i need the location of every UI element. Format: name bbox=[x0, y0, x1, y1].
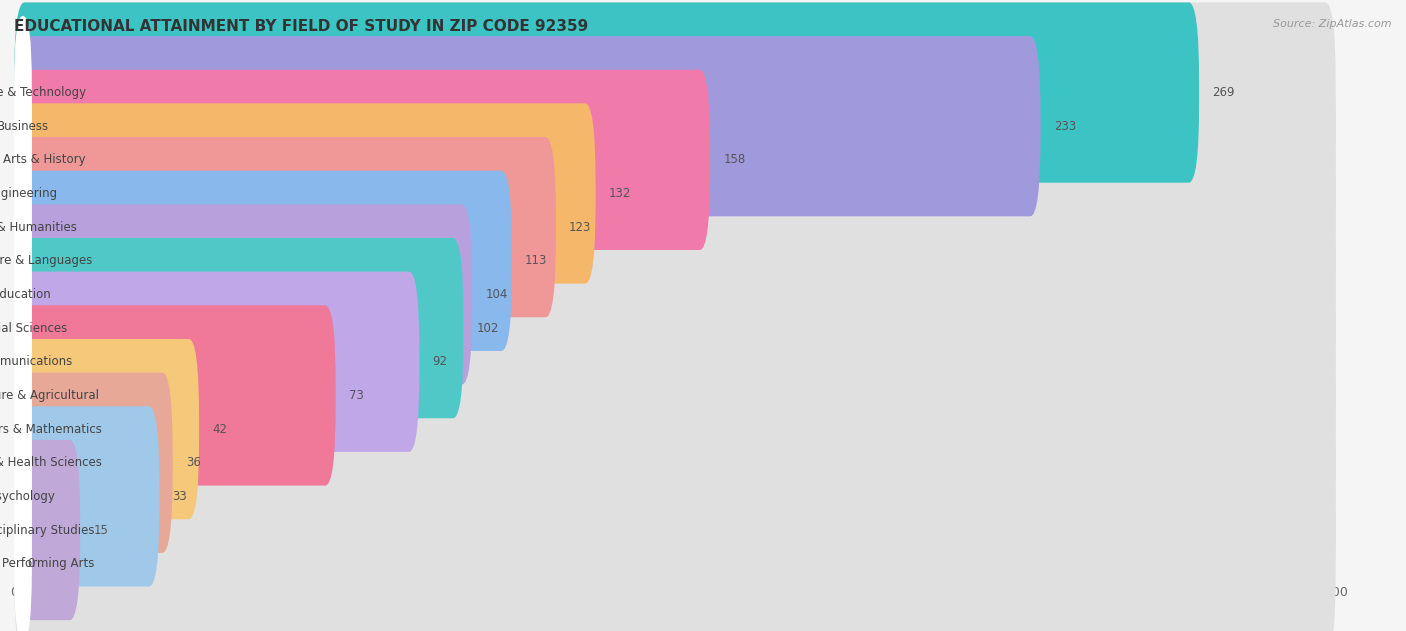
Bar bbox=[14, 278, 1336, 311]
FancyBboxPatch shape bbox=[14, 305, 1336, 485]
FancyBboxPatch shape bbox=[14, 3, 1336, 182]
FancyBboxPatch shape bbox=[14, 373, 1336, 553]
Text: Communications: Communications bbox=[0, 355, 72, 369]
FancyBboxPatch shape bbox=[14, 406, 1336, 586]
FancyBboxPatch shape bbox=[14, 117, 32, 270]
FancyBboxPatch shape bbox=[14, 137, 555, 317]
FancyBboxPatch shape bbox=[14, 171, 1336, 351]
FancyBboxPatch shape bbox=[14, 137, 1336, 317]
Bar bbox=[14, 143, 1336, 177]
Text: 92: 92 bbox=[433, 355, 447, 369]
FancyBboxPatch shape bbox=[14, 406, 159, 586]
Bar bbox=[14, 109, 1336, 143]
FancyBboxPatch shape bbox=[14, 305, 336, 485]
FancyBboxPatch shape bbox=[14, 252, 32, 404]
Bar bbox=[14, 177, 1336, 210]
Text: 33: 33 bbox=[173, 490, 187, 503]
Text: 132: 132 bbox=[609, 187, 631, 200]
Text: 233: 233 bbox=[1053, 120, 1076, 133]
Text: 123: 123 bbox=[569, 221, 592, 233]
FancyBboxPatch shape bbox=[14, 353, 32, 505]
FancyBboxPatch shape bbox=[14, 103, 1336, 283]
FancyBboxPatch shape bbox=[14, 151, 32, 304]
FancyBboxPatch shape bbox=[14, 83, 32, 237]
FancyBboxPatch shape bbox=[14, 285, 32, 439]
Text: 269: 269 bbox=[1212, 86, 1234, 99]
Bar bbox=[14, 345, 1336, 379]
Text: Physical & Health Sciences: Physical & Health Sciences bbox=[0, 456, 103, 469]
Bar bbox=[14, 412, 1336, 446]
FancyBboxPatch shape bbox=[14, 16, 32, 169]
FancyBboxPatch shape bbox=[14, 454, 32, 606]
Text: 158: 158 bbox=[723, 153, 745, 167]
FancyBboxPatch shape bbox=[14, 487, 32, 631]
Text: 102: 102 bbox=[477, 322, 499, 334]
FancyBboxPatch shape bbox=[14, 272, 1336, 452]
Text: Liberal Arts & History: Liberal Arts & History bbox=[0, 153, 86, 167]
Text: Computers & Mathematics: Computers & Mathematics bbox=[0, 423, 101, 435]
FancyBboxPatch shape bbox=[14, 50, 32, 203]
Text: 42: 42 bbox=[212, 423, 228, 435]
Text: Engineering: Engineering bbox=[0, 187, 58, 200]
Text: 73: 73 bbox=[349, 389, 364, 402]
Text: 36: 36 bbox=[186, 456, 201, 469]
Text: Education: Education bbox=[0, 288, 52, 301]
FancyBboxPatch shape bbox=[14, 238, 464, 418]
FancyBboxPatch shape bbox=[14, 440, 80, 620]
Text: 0: 0 bbox=[27, 557, 35, 570]
Text: Psychology: Psychology bbox=[0, 490, 55, 503]
Text: Literature & Languages: Literature & Languages bbox=[0, 254, 93, 268]
FancyBboxPatch shape bbox=[14, 319, 32, 472]
Bar bbox=[14, 244, 1336, 278]
FancyBboxPatch shape bbox=[14, 474, 1336, 631]
FancyBboxPatch shape bbox=[14, 238, 1336, 418]
Text: Multidisciplinary Studies: Multidisciplinary Studies bbox=[0, 524, 94, 536]
FancyBboxPatch shape bbox=[14, 36, 1336, 216]
Text: Arts & Humanities: Arts & Humanities bbox=[0, 221, 76, 233]
Text: 113: 113 bbox=[524, 254, 547, 268]
Text: Business: Business bbox=[0, 120, 49, 133]
Bar bbox=[14, 513, 1336, 547]
Text: 15: 15 bbox=[93, 524, 108, 536]
FancyBboxPatch shape bbox=[14, 386, 32, 540]
Bar bbox=[14, 480, 1336, 513]
FancyBboxPatch shape bbox=[14, 204, 1336, 384]
Text: Bio, Nature & Agricultural: Bio, Nature & Agricultural bbox=[0, 389, 98, 402]
Text: Science & Technology: Science & Technology bbox=[0, 86, 87, 99]
Bar bbox=[14, 446, 1336, 480]
FancyBboxPatch shape bbox=[14, 339, 1336, 519]
Bar bbox=[14, 210, 1336, 244]
Text: Social Sciences: Social Sciences bbox=[0, 322, 67, 334]
Bar bbox=[14, 379, 1336, 412]
FancyBboxPatch shape bbox=[14, 103, 596, 283]
Bar bbox=[14, 76, 1336, 109]
FancyBboxPatch shape bbox=[14, 171, 512, 351]
Bar bbox=[14, 311, 1336, 345]
FancyBboxPatch shape bbox=[14, 272, 419, 452]
Bar bbox=[14, 547, 1336, 581]
FancyBboxPatch shape bbox=[14, 373, 173, 553]
FancyBboxPatch shape bbox=[14, 420, 32, 573]
FancyBboxPatch shape bbox=[14, 70, 710, 250]
Text: EDUCATIONAL ATTAINMENT BY FIELD OF STUDY IN ZIP CODE 92359: EDUCATIONAL ATTAINMENT BY FIELD OF STUDY… bbox=[14, 19, 588, 34]
Text: Visual & Performing Arts: Visual & Performing Arts bbox=[0, 557, 94, 570]
Text: Source: ZipAtlas.com: Source: ZipAtlas.com bbox=[1274, 19, 1392, 29]
FancyBboxPatch shape bbox=[14, 440, 1336, 620]
FancyBboxPatch shape bbox=[14, 70, 1336, 250]
Text: 104: 104 bbox=[485, 288, 508, 301]
FancyBboxPatch shape bbox=[14, 218, 32, 371]
FancyBboxPatch shape bbox=[14, 3, 1199, 182]
FancyBboxPatch shape bbox=[14, 204, 472, 384]
FancyBboxPatch shape bbox=[14, 184, 32, 338]
FancyBboxPatch shape bbox=[14, 339, 200, 519]
FancyBboxPatch shape bbox=[14, 36, 1040, 216]
